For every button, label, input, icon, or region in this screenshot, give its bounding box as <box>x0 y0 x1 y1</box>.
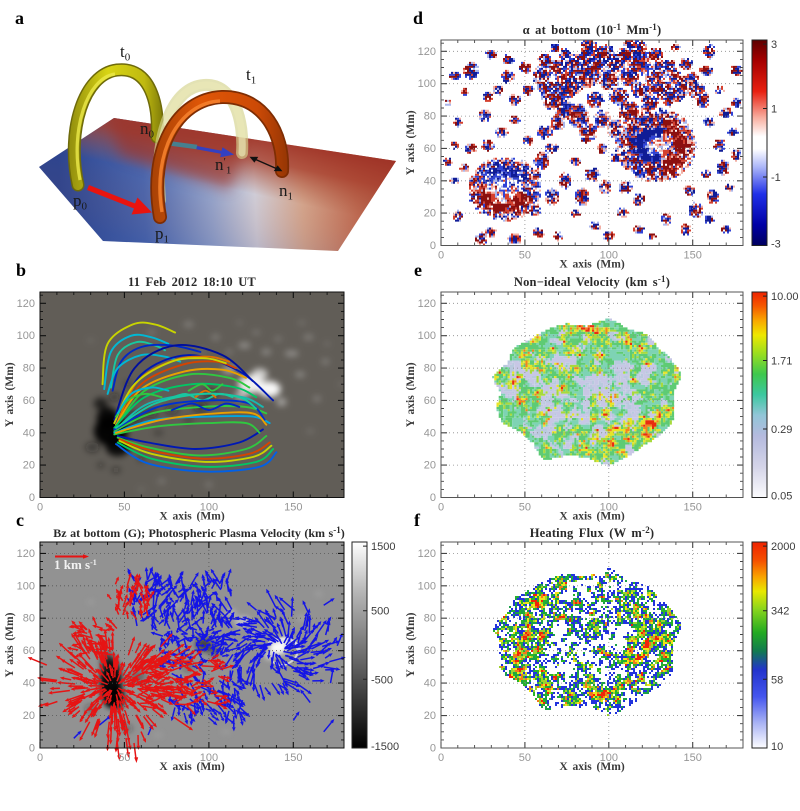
svg-text:80: 80 <box>424 111 436 123</box>
svg-text:e: e <box>414 260 422 280</box>
svg-text:150: 150 <box>684 752 702 764</box>
svg-text:a: a <box>15 8 24 28</box>
svg-text:100: 100 <box>418 580 436 592</box>
svg-text:100: 100 <box>600 250 618 262</box>
svg-text:Non−ideal Velocity (km s-1): Non−ideal Velocity (km s-1) <box>514 274 670 289</box>
svg-text:Y axis (Mm): Y axis (Mm) <box>405 110 417 175</box>
svg-text:120: 120 <box>17 548 35 560</box>
svg-text:120: 120 <box>418 298 436 310</box>
svg-text:40: 40 <box>23 678 35 690</box>
svg-text:2000: 2000 <box>771 541 795 553</box>
svg-text:Bz at bottom (G); Photospheric: Bz at bottom (G); Photospheric Plasma Ve… <box>53 525 344 540</box>
svg-text:0: 0 <box>29 492 35 504</box>
svg-text:0.05: 0.05 <box>771 490 792 502</box>
svg-text:10: 10 <box>771 741 783 753</box>
svg-text:0.29: 0.29 <box>771 424 792 436</box>
svg-text:60: 60 <box>424 645 436 657</box>
svg-text:40: 40 <box>424 678 436 690</box>
svg-text:0: 0 <box>430 240 436 252</box>
svg-text:d: d <box>413 8 423 28</box>
svg-text:80: 80 <box>424 363 436 375</box>
svg-text:0: 0 <box>37 752 43 764</box>
svg-text:150: 150 <box>684 250 702 262</box>
svg-text:342: 342 <box>771 606 789 618</box>
svg-text:11 Feb 2012 18:10 UT: 11 Feb 2012 18:10 UT <box>128 275 256 289</box>
svg-text:X axis (Mm): X axis (Mm) <box>159 761 224 773</box>
svg-text:1500: 1500 <box>371 541 395 553</box>
svg-text:0: 0 <box>37 502 43 514</box>
svg-text:80: 80 <box>23 363 35 375</box>
svg-text:0: 0 <box>438 752 444 764</box>
svg-text:-1500: -1500 <box>371 741 399 753</box>
svg-text:0: 0 <box>430 492 436 504</box>
svg-text:1 km s-1: 1 km s-1 <box>54 557 97 572</box>
svg-text:0: 0 <box>430 743 436 755</box>
svg-text:3: 3 <box>771 39 777 51</box>
svg-text:20: 20 <box>23 460 35 472</box>
svg-text:Y axis (Mm): Y axis (Mm) <box>405 612 417 677</box>
svg-text:20: 20 <box>424 208 436 220</box>
svg-text:20: 20 <box>424 710 436 722</box>
svg-text:40: 40 <box>23 427 35 439</box>
svg-text:60: 60 <box>424 395 436 407</box>
svg-text:120: 120 <box>17 298 35 310</box>
svg-text:50: 50 <box>118 752 130 764</box>
svg-text:50: 50 <box>519 250 531 262</box>
svg-text:120: 120 <box>418 548 436 560</box>
svg-text:100: 100 <box>200 502 218 514</box>
svg-text:60: 60 <box>23 645 35 657</box>
svg-text:X axis (Mm): X axis (Mm) <box>159 511 224 523</box>
svg-text:1: 1 <box>771 104 777 116</box>
svg-text:0: 0 <box>29 743 35 755</box>
svg-text:b: b <box>16 260 26 280</box>
svg-text:60: 60 <box>424 143 436 155</box>
svg-text:50: 50 <box>519 502 531 514</box>
svg-text:0: 0 <box>438 502 444 514</box>
svg-text:Y axis (Mm): Y axis (Mm) <box>4 612 16 677</box>
svg-text:80: 80 <box>23 613 35 625</box>
svg-text:40: 40 <box>424 175 436 187</box>
svg-text:20: 20 <box>424 460 436 472</box>
svg-text:Y axis (Mm): Y axis (Mm) <box>4 362 16 427</box>
svg-text:t1: t1 <box>246 65 256 87</box>
svg-text:X axis (Mm): X axis (Mm) <box>559 511 624 523</box>
svg-text:58: 58 <box>771 674 783 686</box>
svg-text:0: 0 <box>438 250 444 262</box>
svg-text:100: 100 <box>17 580 35 592</box>
svg-text:100: 100 <box>200 752 218 764</box>
svg-text:Y axis (Mm): Y axis (Mm) <box>405 362 417 427</box>
svg-text:150: 150 <box>284 752 302 764</box>
svg-text:10.00: 10.00 <box>771 291 799 303</box>
svg-text:100: 100 <box>418 330 436 342</box>
svg-text:50: 50 <box>519 752 531 764</box>
svg-text:60: 60 <box>23 395 35 407</box>
svg-text:50: 50 <box>118 502 130 514</box>
svg-text:20: 20 <box>23 710 35 722</box>
svg-text:100: 100 <box>418 78 436 90</box>
svg-text:120: 120 <box>418 46 436 58</box>
svg-text:40: 40 <box>424 427 436 439</box>
svg-text:X axis (Mm): X axis (Mm) <box>559 761 624 773</box>
svg-text:150: 150 <box>284 502 302 514</box>
svg-text:100: 100 <box>17 330 35 342</box>
svg-text:100: 100 <box>600 752 618 764</box>
svg-text:-500: -500 <box>371 674 393 686</box>
svg-text:100: 100 <box>600 502 618 514</box>
svg-text:-1: -1 <box>771 172 781 184</box>
svg-text:150: 150 <box>684 502 702 514</box>
svg-text:-3: -3 <box>771 238 781 250</box>
svg-text:X axis (Mm): X axis (Mm) <box>559 259 624 271</box>
svg-text:t0: t0 <box>120 42 131 64</box>
svg-text:80: 80 <box>424 613 436 625</box>
svg-text:f: f <box>414 510 421 530</box>
svg-text:500: 500 <box>371 606 389 618</box>
svg-text:Heating Flux (W m-2): Heating Flux (W m-2) <box>530 525 655 540</box>
svg-text:α at bottom (10-1 Mm-1): α at bottom (10-1 Mm-1) <box>523 22 662 37</box>
svg-text:1.71: 1.71 <box>771 356 792 368</box>
svg-text:c: c <box>16 510 24 530</box>
